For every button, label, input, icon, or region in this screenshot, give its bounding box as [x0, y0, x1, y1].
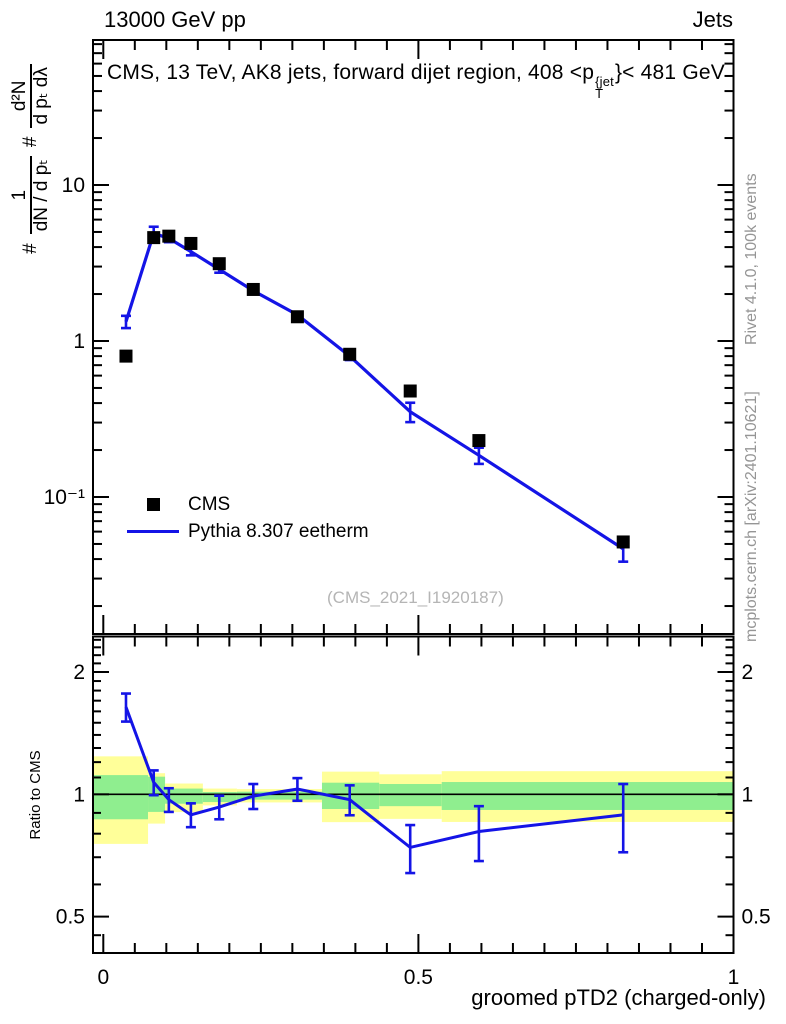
hash-symbol: # — [20, 136, 41, 148]
cms-square-marker-icon — [126, 498, 180, 511]
legend: CMS Pythia 8.307 eetherm — [126, 491, 369, 545]
svg-text:10: 10 — [62, 174, 85, 197]
legend-label: Pythia 8.307 eetherm — [188, 520, 369, 542]
svg-text:0.5: 0.5 — [742, 906, 771, 929]
pt-jet-superscript: {jet — [595, 74, 614, 89]
x-axis-title: groomed pTD2 (charged-only) — [471, 985, 766, 1010]
legend-item-cms: CMS — [126, 491, 369, 518]
header-analysis-group: Jets — [692, 7, 733, 32]
header-beam-energy: 13000 GeV pp — [104, 7, 246, 32]
svg-text:2: 2 — [742, 661, 754, 684]
legend-label: CMS — [188, 493, 231, 515]
plot-title: CMS, 13 TeV, AK8 jets, forward dijet reg… — [107, 61, 725, 101]
normalization-fraction: 1 dN / d pₜ — [9, 156, 52, 235]
main-y-axis-label: # 1 dN / d pₜ # d²N d pₜ dλ — [3, 28, 59, 290]
ratio-y-axis-label: Ratio to CMS — [27, 750, 44, 840]
differential-fraction: d²N d pₜ dλ — [9, 64, 52, 128]
svg-text:1: 1 — [73, 330, 85, 353]
analysis-id-watermark: (CMS_2021_I1920187) — [327, 588, 504, 607]
svg-text:0.5: 0.5 — [56, 906, 85, 929]
rivet-version-note: Rivet 4.1.0, 100k events — [743, 173, 760, 345]
legend-item-pythia: Pythia 8.307 eetherm — [126, 518, 369, 545]
svg-text:0.5: 0.5 — [404, 966, 433, 989]
mcplots-arxiv-note: mcplots.cern.ch [arXiv:2401.10621] — [743, 391, 760, 642]
pt-jet-supsub: {jet T — [595, 74, 614, 102]
svg-text:1: 1 — [73, 783, 85, 806]
pt-jet-subscript: T — [595, 86, 604, 102]
svg-text:1: 1 — [742, 783, 754, 806]
plot-title-tail: }< 481 GeV — [614, 61, 725, 84]
svg-text:0: 0 — [97, 966, 109, 989]
svg-text:2: 2 — [73, 661, 85, 684]
hash-symbol: # — [20, 243, 41, 254]
pythia-line-marker-icon — [126, 530, 180, 533]
svg-text:10⁻¹: 10⁻¹ — [44, 486, 85, 509]
plot-title-text: CMS, 13 TeV, AK8 jets, forward dijet reg… — [107, 61, 595, 84]
svg-text:1: 1 — [728, 966, 740, 989]
